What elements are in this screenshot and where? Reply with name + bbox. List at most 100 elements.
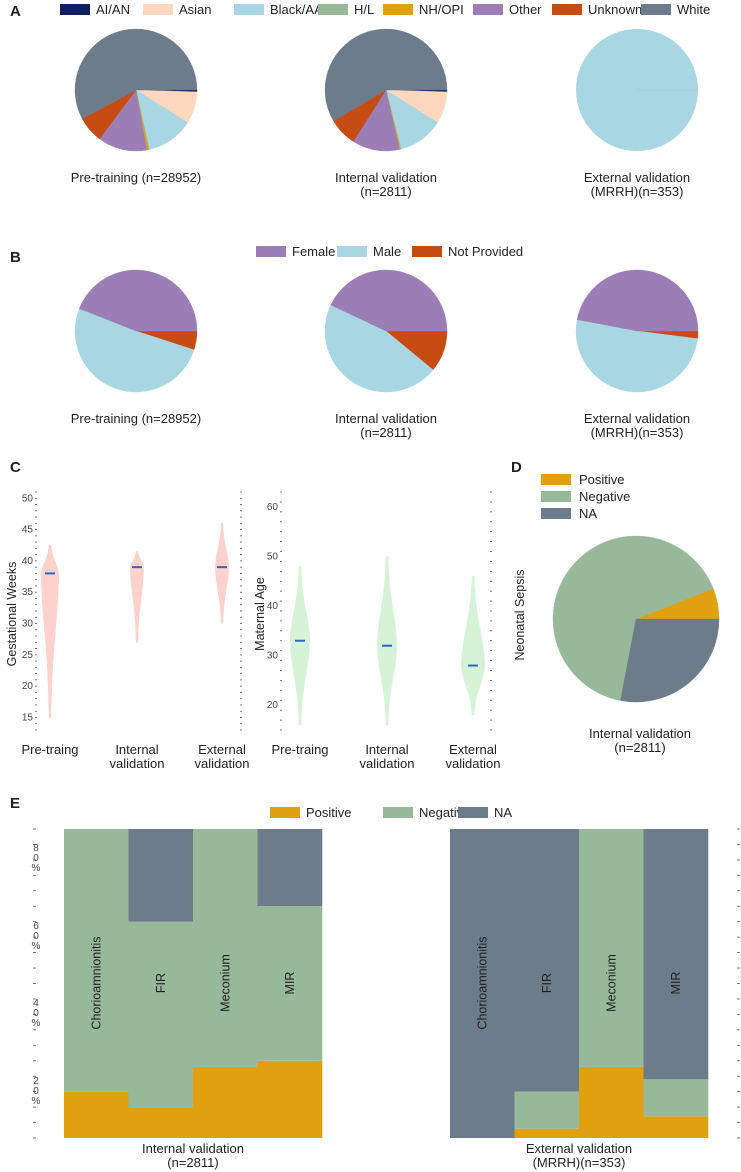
panel-b-legend-key-female <box>256 246 286 257</box>
panel-c-plot-1-y-tick-label: 45 <box>22 525 34 536</box>
panel-e-y-tick-label: 6 <box>33 921 39 932</box>
panel-c-plot-1-x-label-internal-validation: Internal <box>115 742 158 757</box>
panel-e-y-tick-label: % <box>32 941 41 952</box>
panel-e-group-2-caption: (MRRH)(n=353) <box>533 1155 626 1170</box>
panel-a-pie-1-slice-white <box>74 28 198 119</box>
panel-a-legend-label-h-l: H/L <box>354 2 374 17</box>
panel-d-caption: (n=2811) <box>614 740 665 755</box>
panel-b-pie-1-slice-female <box>79 269 198 332</box>
panel-b-legend-key-not-provided <box>412 246 442 257</box>
panel-e-y-tick-label: 0 <box>33 853 39 864</box>
panel-e-legend-label-positive: Positive <box>306 805 352 820</box>
panel-a-legend-key-other <box>473 4 503 15</box>
panel-e-group-1-category-label-mir: MIR <box>283 972 297 995</box>
panel-e-y-tick-label: % <box>32 1096 41 1107</box>
panel-d-legend-key-negative <box>541 491 571 502</box>
panel-a-legend-label-nh-opi: NH/OPI <box>419 2 464 17</box>
panel-c-plot-2-y-tick-label: 40 <box>267 601 279 612</box>
panel-letter-a: A <box>10 3 21 20</box>
panel-d-legend-key-na <box>541 508 571 519</box>
panel-e-group-2-category-label-fir: FIR <box>540 973 554 993</box>
panel-e-group-2-bar-meconium-positive <box>579 1066 644 1138</box>
panel-c-plot-1-y-tick-label: 30 <box>22 619 34 630</box>
panel-e: Positive Negative NA20%40%60%80%Chorioamni… <box>32 805 740 1170</box>
panel-a-legend-label-ai-an: AI/AN <box>96 2 130 17</box>
panel-c-plot-1-y-tick-label: 25 <box>22 650 34 661</box>
panel-e-group-2-bar-mir-negative <box>643 1079 709 1117</box>
panel-e-legend-key-positive <box>270 807 300 818</box>
panel-e-y-tick-label: % <box>32 1018 41 1029</box>
panel-a-legend-key-h-l <box>318 4 348 15</box>
panel-b-legend-label-not-provided: Not Provided <box>448 244 523 259</box>
panel-e-legend-key-na <box>458 807 488 818</box>
panel-e-y-tick-label: 2 <box>33 1076 39 1087</box>
panel-b-pie-1-slice-male <box>74 308 195 393</box>
panel-c-plot-2-violin-pre-traing <box>290 566 310 726</box>
panel-e-group-1-caption: Internal validation <box>142 1141 244 1156</box>
panel-c-plot-2-x-label-internal-validation: validation <box>360 756 415 771</box>
panel-e-group-1-bar-chorioamnionitis-positive <box>64 1091 129 1138</box>
panel-e-y-tick-label: 0 <box>33 1008 39 1019</box>
panel-e-group-2-category-label-mir: MIR <box>669 972 683 995</box>
panel-d-slice-na <box>620 618 720 703</box>
panel-e-y-tick-label: 4 <box>33 998 39 1009</box>
panel-a-legend-key-black-aa <box>234 4 264 15</box>
panel-a-legend-key-ai-an <box>60 4 90 15</box>
panel-c-plot-1-x-label-external-validation: validation <box>195 756 250 771</box>
panel-e-group-1-bar-meconium-positive <box>193 1066 258 1138</box>
panel-b-legend-label-female: Female <box>292 244 335 259</box>
panel-b-legend-key-male <box>337 246 367 257</box>
panel-e-group-2-bar-meconium-negative <box>579 829 644 1067</box>
panel-c-plot-1-violin-internal-validation <box>130 551 144 643</box>
panel-c-plot-1-y-tick-label: 40 <box>22 556 34 567</box>
panel-b-pie-3-slice-female <box>576 269 699 332</box>
panel-c-plot-1-y-axis-title: Gestational Weeks <box>5 562 19 667</box>
panel-c-plot-2-y-tick-label: 20 <box>267 700 279 711</box>
panel-a-legend-key-white <box>641 4 671 15</box>
panel-e-group-2-bar-fir-na <box>514 829 580 1092</box>
panel-c-plot-1-violin-pre-traing <box>41 544 59 718</box>
panel-b-caption-3: (MRRH)(n=353) <box>591 425 684 440</box>
panel-c-plot-1-violin-external-validation <box>215 523 229 624</box>
panel-c-plot-2-x-label-pre-traing: Pre-traing <box>271 742 328 757</box>
panel-a-legend-label-black-aa: Black/AA <box>270 2 323 17</box>
panel-c-plot-2-x-label-external-validation: External <box>449 742 497 757</box>
panel-letter-d: D <box>511 459 522 476</box>
panel-b-pie-2-slice-male <box>324 304 434 393</box>
panel-a-legend-key-nh-opi <box>383 4 413 15</box>
panel-a-caption-2: Internal validation <box>335 170 437 185</box>
panel-e-y-tick-label: % <box>32 863 41 874</box>
panel-b: Female Male Not Provided Pre-training (n=28… <box>71 244 699 440</box>
panel-b-pie-3-slice-male <box>575 319 698 393</box>
panel-a-legend-label-asian: Asian <box>179 2 212 17</box>
panel-e-group-2-bar-chorioamnionitis-na <box>450 829 515 1138</box>
panel-b-caption-1: Pre-training (n=28952) <box>71 411 201 426</box>
panel-b-legend-label-male: Male <box>373 244 401 259</box>
panel-c-plot-1-y-tick-label: 20 <box>22 681 34 692</box>
panel-d-legend-key-positive <box>541 474 571 485</box>
panel-a-legend-label-white: White <box>677 2 710 17</box>
panel-e-group-1-category-label-meconium: Meconium <box>218 954 232 1012</box>
panel-c-plot-2-x-label-external-validation: validation <box>446 756 501 771</box>
panel-a-legend-key-unknown <box>552 4 582 15</box>
panel-e-group-1-caption: (n=2811) <box>167 1155 218 1170</box>
panel-a-pie-2-slice-white <box>324 28 448 122</box>
panel-a-legend-label-other: Other <box>509 2 542 17</box>
panel-e-group-2-bar-fir-positive <box>514 1128 580 1138</box>
panel-e-group-1-bar-fir-negative <box>128 921 194 1108</box>
panel-e-group-1-bar-mir-negative <box>257 906 323 1061</box>
panel-e-legend-label-na: NA <box>494 805 512 820</box>
panel-a-caption-3: External validation <box>584 170 690 185</box>
panel-e-group-2-category-label-chorioamnionitis: Chorioamnionitis <box>475 936 489 1029</box>
panel-a-legend-label-unknown: Unknown <box>588 2 642 17</box>
panel-letter-c: C <box>10 459 21 476</box>
panel-c-plot-2-y-tick-label: 30 <box>267 651 279 662</box>
panel-c-plot-1-x-label-pre-traing: Pre-traing <box>21 742 78 757</box>
panel-c-plot-1-y-tick-label: 15 <box>22 712 34 723</box>
panel-e-group-2-category-label-meconium: Meconium <box>604 954 618 1012</box>
panel-d-legend-label-na: NA <box>579 506 597 521</box>
panel-e-group-1-category-label-chorioamnionitis: Chorioamnionitis <box>89 936 103 1029</box>
panel-e-y-tick-label: 0 <box>33 931 39 942</box>
panel-c-plot-1-x-label-external-validation: External <box>198 742 246 757</box>
panel-letter-b: B <box>10 249 21 266</box>
